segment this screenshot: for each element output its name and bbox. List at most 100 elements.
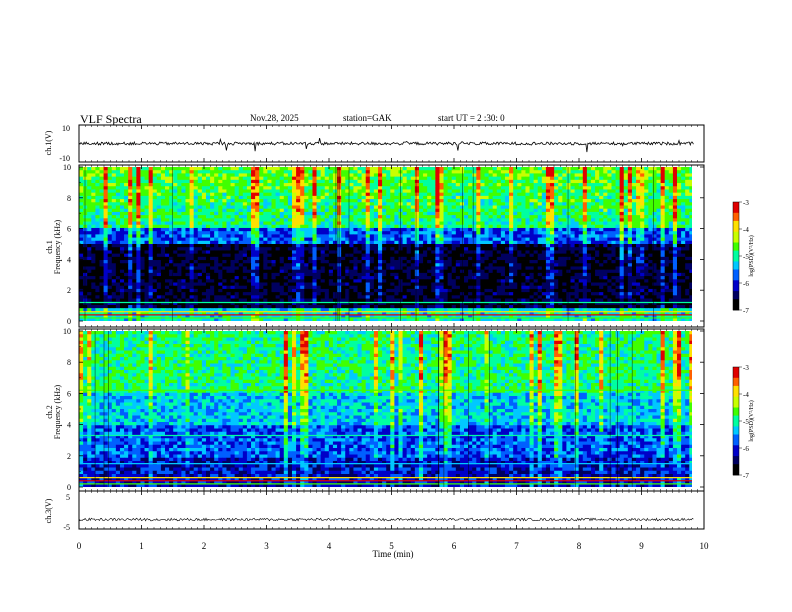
spectrogram-cell (136, 240, 141, 245)
spectrogram-cell (590, 211, 596, 216)
spectrogram-cell (631, 247, 637, 251)
spectrogram-cell (484, 218, 489, 222)
spectrogram-cell (423, 240, 428, 245)
spectrogram-cell (251, 173, 256, 178)
spectrogram-cell (410, 256, 416, 261)
spectrogram-cell (214, 192, 219, 197)
spectrogram-cell (484, 208, 489, 213)
spectrogram-cell (124, 192, 129, 197)
spectrogram-cell (590, 215, 596, 219)
spectrogram-cell (234, 260, 240, 264)
ch1-spectrogram-image (79, 167, 692, 321)
spectrogram-cell (418, 256, 424, 261)
spectrogram-cell (427, 179, 432, 184)
spectrogram-cell (341, 250, 346, 255)
spectrogram-cell (291, 269, 297, 274)
spectrogram-cell (185, 237, 190, 242)
spectrogram-cell (214, 195, 219, 200)
spectrogram-cell (402, 266, 408, 271)
spectrogram-cell (423, 173, 428, 178)
spectrogram-cell (234, 186, 240, 190)
spectrogram-cell (283, 176, 289, 181)
spectrogram-cell (99, 253, 104, 258)
spectrogram-cell (312, 224, 317, 229)
spectrogram-cell (238, 244, 244, 248)
spectrogram-cell (513, 202, 518, 206)
spectrogram-cell (418, 221, 424, 226)
spectrogram-cell (525, 269, 530, 274)
spectrogram-cell (595, 234, 600, 238)
spectrogram-cell (275, 250, 281, 255)
spectrogram-cell (472, 253, 477, 258)
spectrogram-cell (234, 183, 240, 187)
spectrogram-cell (251, 244, 256, 248)
spectrogram-cell (668, 221, 674, 226)
spectrogram-cell (115, 205, 121, 210)
spectrogram-cell (341, 208, 346, 213)
spectrogram-cell (525, 250, 530, 255)
spectrogram-cell (369, 186, 375, 190)
spectrogram-cell (99, 208, 104, 213)
spectrogram-cell (427, 195, 432, 200)
spectrogram-cell (443, 170, 449, 174)
spectrogram-cell (296, 170, 301, 174)
spectrogram-cell (152, 256, 158, 261)
spectrogram-cell (222, 195, 227, 200)
spectrogram-cell (619, 215, 625, 219)
spectrogram-cell (345, 240, 350, 245)
spectrogram-cell (615, 218, 621, 222)
spectrogram-cell (480, 176, 485, 181)
spectrogram-cell (427, 167, 432, 171)
spectrogram-cell (341, 192, 346, 197)
spectrogram-cell (345, 202, 350, 206)
spectrogram-cell (124, 218, 129, 222)
spectrogram-cell (111, 211, 117, 216)
spectrogram-cell (341, 260, 346, 264)
spectrogram-cell (230, 227, 236, 232)
spectrogram-cell (181, 211, 186, 216)
spectrogram-cell (550, 221, 555, 226)
spectrogram-cell (590, 183, 596, 187)
spectrogram-cell (423, 202, 428, 206)
spectrogram-cell (226, 234, 231, 238)
spectrogram-cell (263, 170, 268, 174)
spectrogram-cell (652, 260, 657, 264)
spectrogram-cell (234, 247, 240, 251)
spectrogram-cell (271, 221, 276, 226)
spectrogram-cell (205, 250, 211, 255)
spectrogram-cell (205, 234, 211, 238)
spectrogram-cell (414, 218, 420, 222)
spectrogram-cell (132, 218, 137, 222)
spectrogram-cell (308, 237, 313, 242)
spectrogram-cell (570, 234, 575, 238)
spectrogram-cell (267, 269, 272, 274)
spectrogram-cell (259, 237, 264, 242)
spectrogram-cell (570, 183, 575, 187)
spectrogram-cell (222, 179, 227, 184)
spectrogram-cell (332, 208, 338, 213)
spectrogram-cell (205, 237, 211, 242)
spectrogram-cell (308, 221, 313, 226)
spectrogram-cell (291, 186, 297, 190)
spectrogram-cell (181, 266, 186, 271)
spectrogram-cell (169, 167, 174, 171)
spectrogram-cell (181, 192, 186, 197)
spectrogram-cell (652, 269, 657, 274)
spectrogram-cell (140, 218, 145, 222)
spectrogram-cell (562, 266, 567, 271)
spectrogram-cell (533, 244, 539, 248)
spectrogram-cell (341, 199, 346, 203)
spectrogram-cell (468, 240, 473, 245)
spectrogram-cell (492, 234, 498, 238)
spectrogram-cell (119, 266, 125, 271)
spectrogram-cell (689, 199, 692, 203)
spectrogram-cell (595, 199, 600, 203)
spectrogram-cell (537, 221, 543, 226)
spectrogram-cell (226, 266, 231, 271)
spectrogram-cell (87, 221, 92, 226)
spectrogram-cell (144, 227, 150, 232)
spectrogram-cell (558, 170, 563, 174)
spectrogram-cell (201, 199, 207, 203)
spectrogram-cell (492, 221, 498, 226)
spectrogram-cell (562, 215, 567, 219)
